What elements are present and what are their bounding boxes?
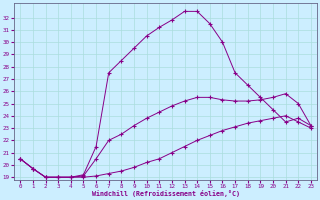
X-axis label: Windchill (Refroidissement éolien,°C): Windchill (Refroidissement éolien,°C) xyxy=(92,190,240,197)
